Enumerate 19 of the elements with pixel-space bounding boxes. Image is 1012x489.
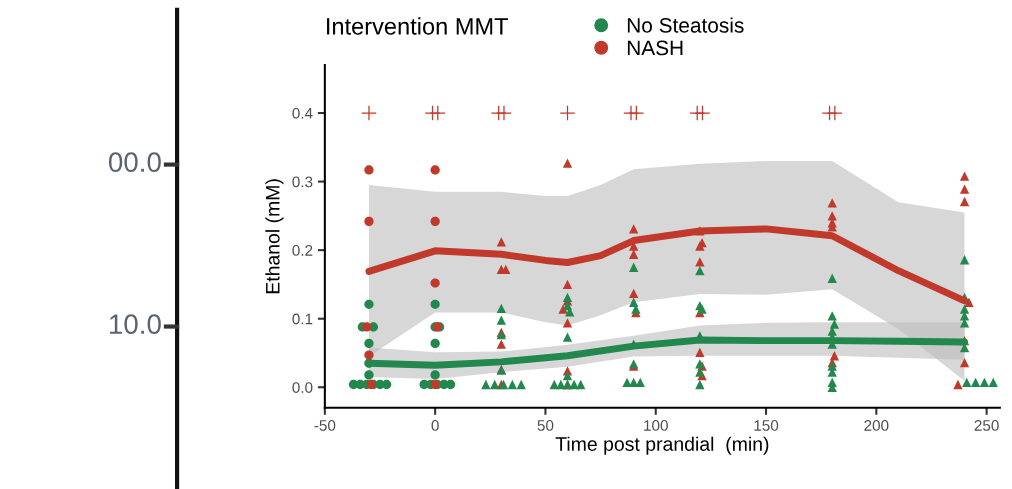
- text: 00.0: [108, 152, 161, 173]
- legend-label: No Steatosis: [627, 17, 744, 33]
- chart-title: Intervention MMT: [327, 17, 509, 35]
- y-tick-label: 0.2: [292, 245, 313, 256]
- y-tick-label: 0.1: [292, 313, 313, 325]
- y-tick-label: 0.3: [292, 176, 313, 188]
- y-axis-title: Ethanol (mM): [265, 179, 284, 294]
- x-tick-label: 0: [431, 420, 439, 431]
- legend-label: NASH: [627, 40, 683, 56]
- y-tick-label: 0.0: [292, 382, 313, 393]
- x-tick-label: 200: [864, 420, 889, 431]
- x-tick-label: 150: [754, 420, 779, 431]
- y-tick-label: 0.4: [292, 107, 313, 119]
- x-tick-label: 250: [974, 420, 999, 431]
- text: 10.0: [109, 314, 161, 334]
- x-axis-title: Time post prandial (min): [555, 436, 769, 455]
- x-tick-label: 50: [537, 420, 554, 431]
- x-tick-label: -50: [314, 420, 336, 431]
- x-tick-label: 100: [644, 420, 668, 431]
